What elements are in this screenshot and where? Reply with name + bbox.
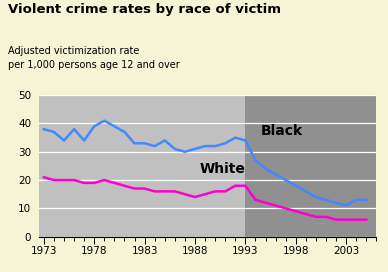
Text: Adjusted victimization rate
per 1,000 persons age 12 and over: Adjusted victimization rate per 1,000 pe… (8, 46, 180, 70)
Bar (245, 95, 381, 237)
Text: Violent crime rates by race of victim: Violent crime rates by race of victim (8, 3, 281, 16)
Text: Black: Black (260, 124, 303, 138)
Text: White: White (200, 162, 246, 176)
